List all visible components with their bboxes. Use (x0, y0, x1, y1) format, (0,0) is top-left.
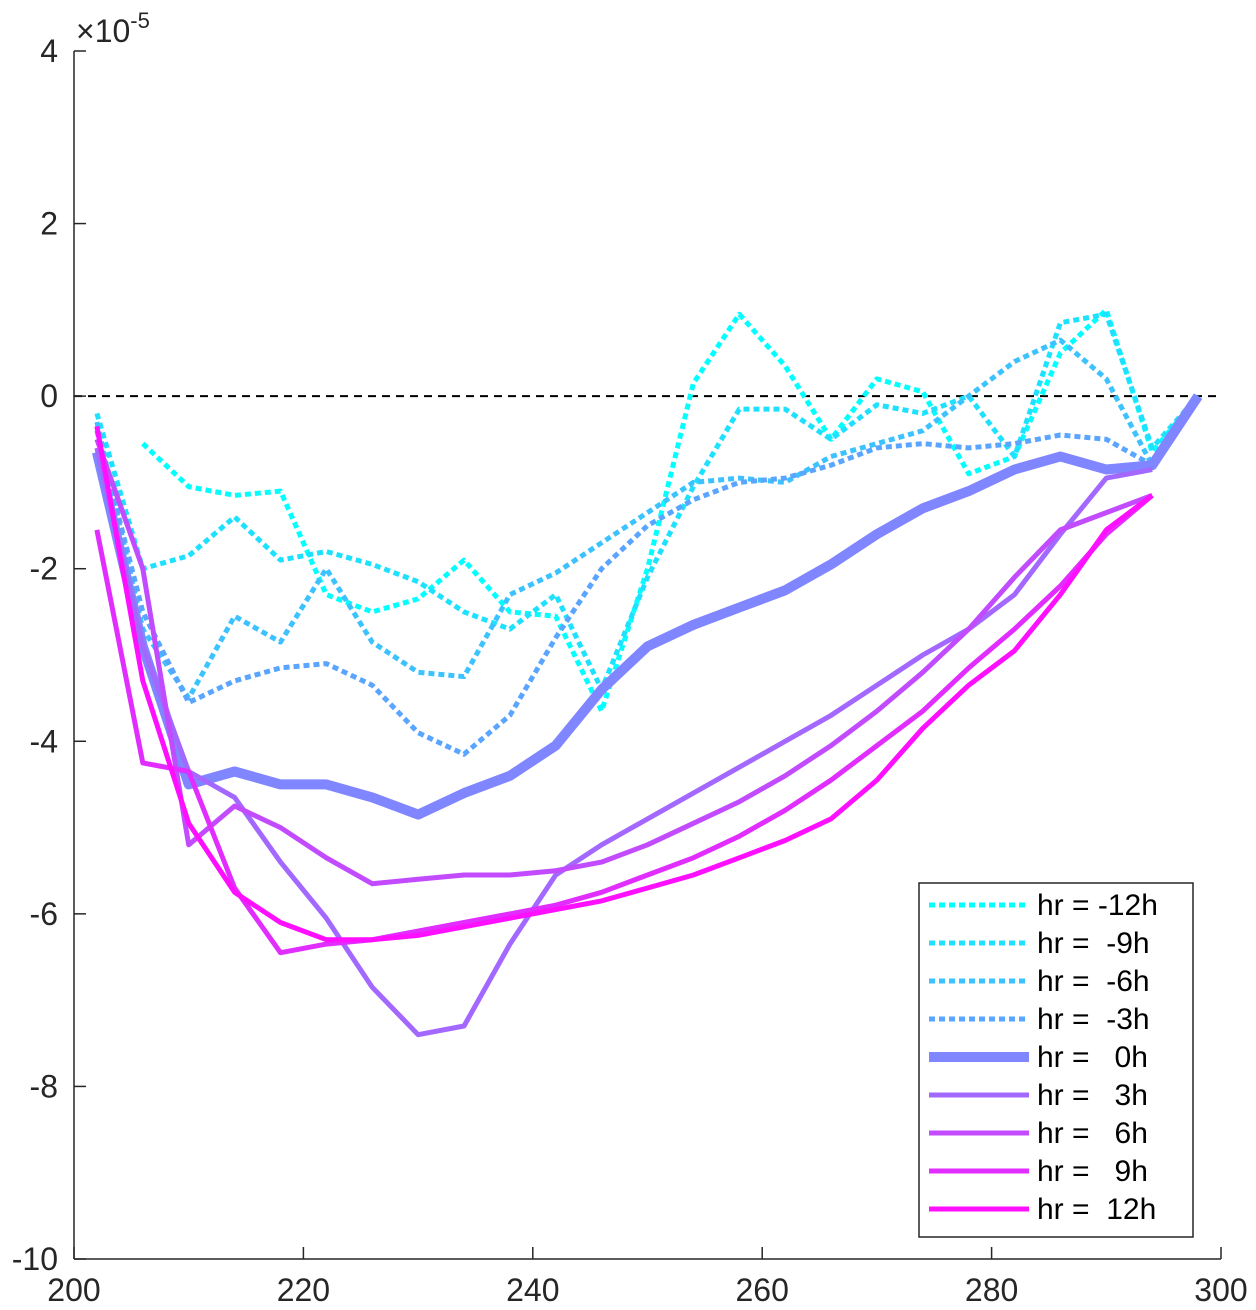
legend-label-1: hr = -9h (1037, 927, 1150, 960)
axes: 200 220 240 260 280 300 4 2 0 -2 -4 -6 -8 -10 ×10-5 (12, 8, 1248, 1308)
y-scale-base: ×10 (76, 13, 130, 49)
x-tick-label: 200 (47, 1272, 100, 1308)
x-tick-label: 260 (736, 1272, 789, 1308)
legend-label-5: hr = 3h (1037, 1079, 1148, 1112)
series-line-3 (94, 394, 1201, 757)
legend: hr = -12h hr = -9h hr = -6h hr = -3h hr = 0h… (918, 882, 1194, 1238)
x-tick-label: 280 (965, 1272, 1018, 1308)
series-line-1 (94, 311, 1200, 692)
legend-label-6: hr = 6h (1037, 1117, 1148, 1150)
y-tick-label: -2 (30, 551, 58, 587)
x-tick-label: 240 (506, 1272, 559, 1308)
series-line-7 (94, 493, 1154, 956)
series-layer (92, 307, 1203, 1038)
series-line-4 (92, 393, 1203, 820)
series-line-6 (94, 438, 1154, 887)
legend-label-0: hr = -12h (1037, 889, 1158, 922)
y-tick-label: -10 (12, 1241, 58, 1277)
series-line-2 (94, 337, 1201, 701)
y-scale-exponent: -5 (130, 8, 150, 33)
x-tick-label: 220 (277, 1272, 330, 1308)
legend-label-4: hr = 0h (1037, 1041, 1148, 1074)
series-line-8 (94, 425, 1154, 943)
y-tick-label: 2 (40, 206, 58, 242)
legend-label-8: hr = 12h (1037, 1193, 1156, 1226)
y-tick-label: 4 (40, 33, 58, 69)
y-tick-label: 0 (40, 378, 58, 414)
x-tick-label: 300 (1194, 1272, 1247, 1308)
legend-label-7: hr = 9h (1037, 1155, 1148, 1188)
y-tick-label: -8 (30, 1068, 58, 1104)
legend-label-3: hr = -3h (1037, 1003, 1150, 1036)
y-tick-label: -4 (30, 723, 58, 759)
y-scale-exponent-label: ×10-5 (76, 8, 150, 49)
y-tick-label: -6 (30, 896, 58, 932)
legend-label-2: hr = -6h (1037, 965, 1150, 998)
